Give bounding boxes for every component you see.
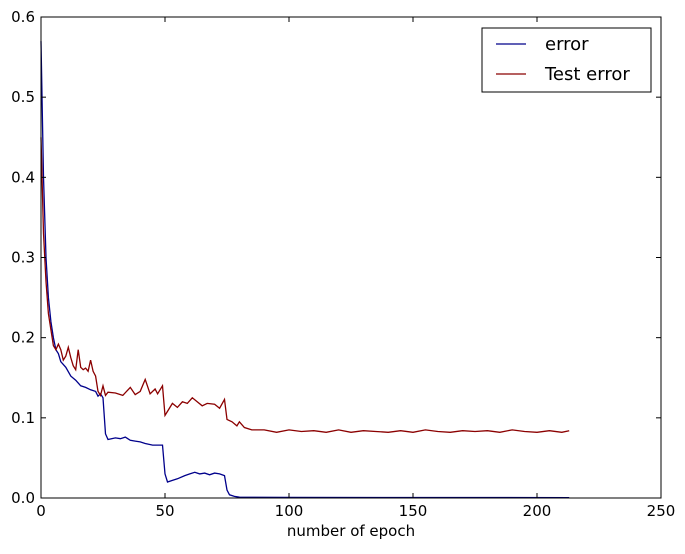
legend — [481, 27, 652, 93]
series-line-1 — [40, 137, 570, 433]
legend-label-1: Test error — [544, 64, 630, 85]
y-tick-label: 0.1 — [11, 409, 35, 427]
y-tick-label: 0.4 — [11, 168, 35, 186]
x-tick-label: 200 — [523, 502, 552, 520]
x-tick-label: 0 — [36, 502, 46, 520]
y-tick-label: 0.0 — [11, 489, 35, 507]
y-tick-label: 0.3 — [11, 249, 35, 267]
y-tick-label: 0.5 — [11, 88, 35, 106]
series-line-0 — [40, 41, 570, 499]
x-axis-label: number of epoch — [287, 522, 415, 540]
legend-label-0: error — [545, 34, 589, 55]
x-tick-label: 250 — [647, 502, 676, 520]
x-tick-label: 150 — [399, 502, 428, 520]
x-tick-label: 100 — [275, 502, 304, 520]
y-tick-label: 0.2 — [11, 329, 35, 347]
y-tick-label: 0.6 — [11, 8, 35, 26]
x-tick-label: 50 — [155, 502, 174, 520]
